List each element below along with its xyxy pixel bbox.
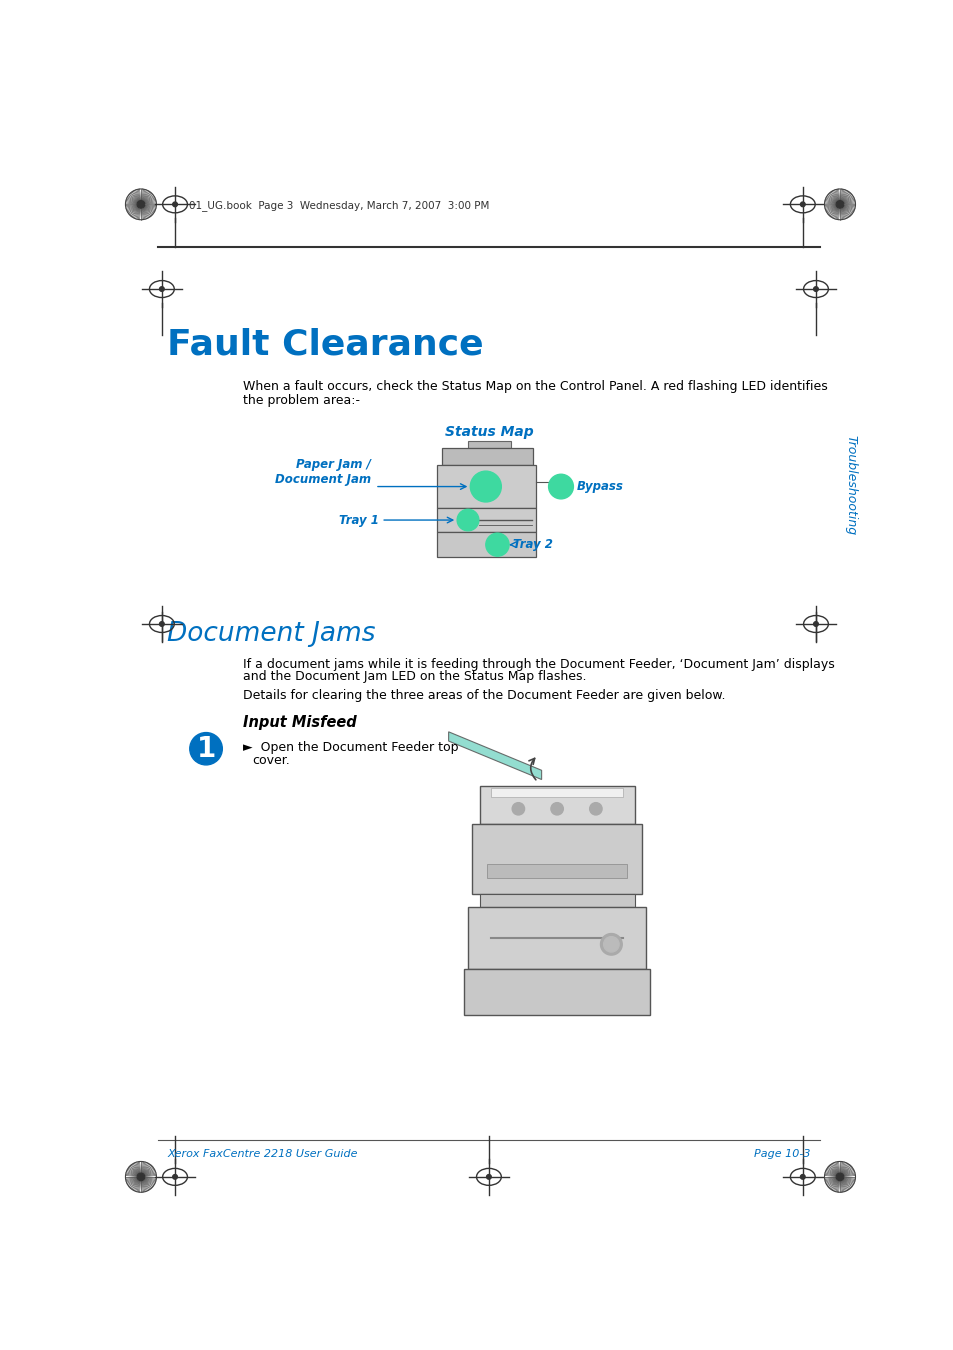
Circle shape: [813, 286, 818, 292]
Text: ►  Open the Document Feeder top: ► Open the Document Feeder top: [243, 741, 458, 755]
Text: cover.: cover.: [253, 755, 290, 767]
FancyBboxPatch shape: [479, 894, 634, 907]
Text: 1: 1: [196, 734, 215, 763]
Text: Paper Jam /
Document Jam: Paper Jam / Document Jam: [274, 458, 371, 486]
FancyBboxPatch shape: [436, 532, 536, 558]
Text: Input Misfeed: Input Misfeed: [243, 716, 356, 730]
Text: Xerox FaxCentre 2218 User Guide: Xerox FaxCentre 2218 User Guide: [167, 1149, 357, 1160]
Circle shape: [485, 533, 509, 556]
FancyBboxPatch shape: [441, 448, 533, 466]
FancyBboxPatch shape: [491, 788, 622, 798]
FancyBboxPatch shape: [472, 825, 641, 894]
Circle shape: [835, 1173, 843, 1181]
Text: Bypass: Bypass: [576, 481, 622, 493]
Circle shape: [550, 803, 562, 815]
Text: Page 10-3: Page 10-3: [753, 1149, 810, 1160]
Circle shape: [512, 803, 524, 815]
Circle shape: [589, 803, 601, 815]
Circle shape: [137, 201, 145, 208]
Text: Tray 1: Tray 1: [338, 513, 378, 526]
Polygon shape: [448, 732, 541, 779]
Text: Document Jams: Document Jams: [167, 621, 375, 647]
Circle shape: [599, 934, 621, 954]
FancyBboxPatch shape: [479, 786, 634, 825]
Text: Fault Clearance: Fault Clearance: [167, 328, 483, 362]
Text: When a fault occurs, check the Status Map on the Control Panel. A red flashing L: When a fault occurs, check the Status Ma…: [243, 379, 827, 393]
Circle shape: [190, 733, 222, 765]
Circle shape: [835, 201, 843, 208]
Circle shape: [548, 474, 573, 500]
Circle shape: [137, 1173, 145, 1181]
Text: Troubleshooting: Troubleshooting: [843, 435, 857, 536]
Circle shape: [486, 1174, 491, 1179]
Circle shape: [813, 622, 818, 626]
Circle shape: [172, 1174, 177, 1179]
Circle shape: [603, 937, 618, 952]
Circle shape: [456, 509, 478, 531]
Circle shape: [159, 286, 164, 292]
Text: 01_UG.book  Page 3  Wednesday, March 7, 2007  3:00 PM: 01_UG.book Page 3 Wednesday, March 7, 20…: [189, 200, 489, 212]
Circle shape: [172, 202, 177, 207]
FancyBboxPatch shape: [468, 440, 510, 448]
FancyBboxPatch shape: [487, 864, 626, 878]
FancyBboxPatch shape: [436, 508, 536, 532]
Text: and the Document Jam LED on the Status Map flashes.: and the Document Jam LED on the Status M…: [243, 670, 586, 683]
Text: Status Map: Status Map: [445, 425, 534, 439]
FancyBboxPatch shape: [464, 969, 649, 1015]
Circle shape: [470, 471, 500, 502]
Circle shape: [800, 202, 804, 207]
Circle shape: [159, 622, 164, 626]
Text: If a document jams while it is feeding through the Document Feeder, ‘Document Ja: If a document jams while it is feeding t…: [243, 657, 834, 671]
Circle shape: [800, 1174, 804, 1179]
FancyBboxPatch shape: [436, 466, 536, 508]
Text: Details for clearing the three areas of the Document Feeder are given below.: Details for clearing the three areas of …: [243, 690, 725, 702]
Text: the problem area:-: the problem area:-: [243, 394, 360, 406]
FancyBboxPatch shape: [468, 907, 645, 969]
Text: Tray 2: Tray 2: [513, 539, 552, 551]
